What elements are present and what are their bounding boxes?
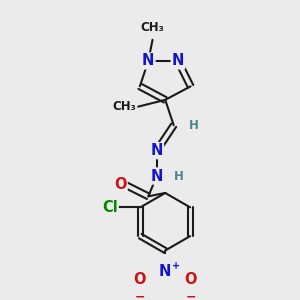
Text: N: N [159,264,171,279]
Text: −: − [185,290,196,300]
Text: CH₃: CH₃ [113,100,136,113]
Text: +: + [172,261,180,271]
Text: H: H [174,169,184,182]
Text: CH₃: CH₃ [141,21,164,34]
Text: O: O [114,177,127,192]
Text: N: N [151,169,163,184]
Text: O: O [134,272,146,287]
Text: −: − [135,290,145,300]
Text: N: N [172,53,184,68]
Text: Cl: Cl [102,200,118,215]
Text: O: O [184,272,197,287]
Text: H: H [189,119,199,132]
Text: N: N [151,143,163,158]
Text: N: N [142,53,154,68]
